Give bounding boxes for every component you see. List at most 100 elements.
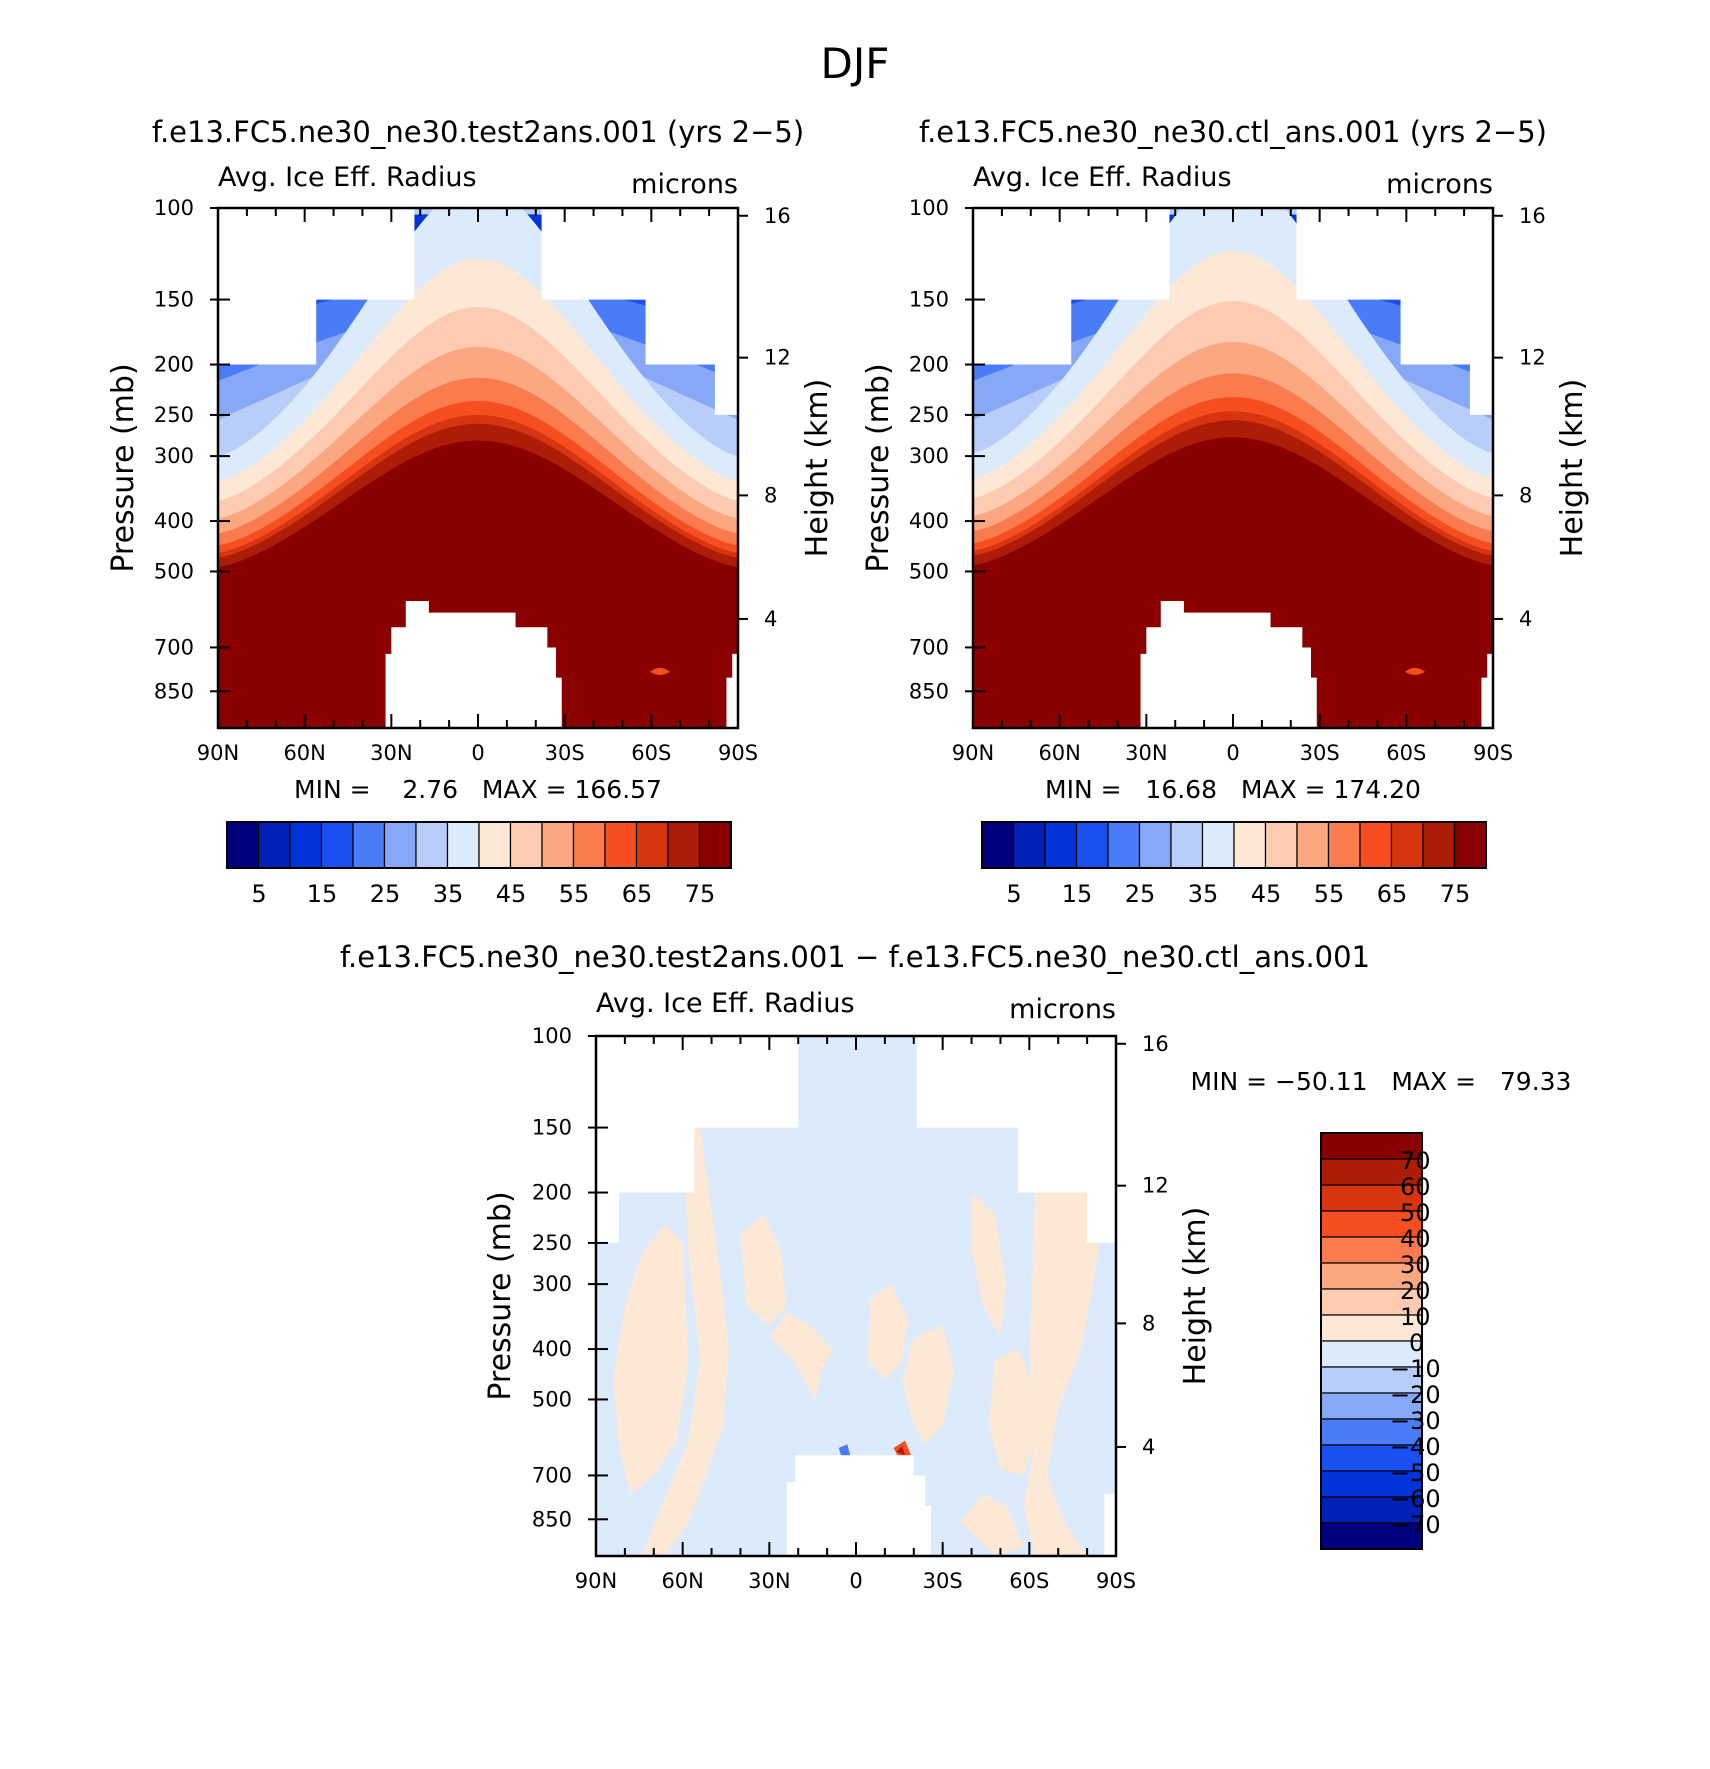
colorbar-swatch xyxy=(1453,821,1487,869)
y-tick-label: 200 xyxy=(909,353,949,377)
panel-test-southern-blob xyxy=(650,667,670,675)
panel-difference-cbar-label-4: 40 xyxy=(1400,1225,1431,1253)
panel-control-cbar-label-1: 5 xyxy=(1006,880,1021,908)
x-tick-label: 90N xyxy=(197,741,239,765)
y-tick-label: 250 xyxy=(909,403,949,427)
panel-difference-pos-patch-5 xyxy=(867,1284,908,1381)
panel-control-cbar-label-8: 75 xyxy=(1440,880,1471,908)
panel-test-missing-surface-mask xyxy=(385,601,738,728)
x-tick-label: 60N xyxy=(1038,741,1080,765)
colorbar-swatch xyxy=(1320,1288,1423,1316)
panel-test-ylabel: Pressure (mb) xyxy=(106,363,141,572)
x-tick-label: 30N xyxy=(1125,741,1167,765)
panel-control-cbar-label-6: 55 xyxy=(1314,880,1345,908)
y2-tick-label: 16 xyxy=(764,204,791,228)
panel-difference-cbar-label-13: −50 xyxy=(1390,1459,1441,1487)
panel-control-missing-surface-mask xyxy=(1140,601,1493,728)
panel-difference-ylabel: Pressure (mb) xyxy=(483,1191,518,1400)
panel-difference-cbar-label-8: 0 xyxy=(1409,1329,1424,1357)
panel-control-field xyxy=(973,208,1493,728)
colorbar-swatch xyxy=(289,821,323,869)
panel-test-ticks: 90N 60N 30N 0 30S 60S 90S 100 150 200 250 300 400 500… xyxy=(154,196,791,765)
colorbar-swatch xyxy=(1359,821,1393,869)
colorbar-swatch xyxy=(1320,1470,1423,1498)
panel-difference-pos-patch-3 xyxy=(740,1214,787,1326)
panel-control-cbar-label-2: 15 xyxy=(1062,880,1093,908)
colorbar-swatch xyxy=(1044,821,1078,869)
panel-test-cbar-label-1: 5 xyxy=(251,880,266,908)
y-tick-label: 500 xyxy=(532,1387,572,1411)
panel-control-y2label: Height (km) xyxy=(1555,379,1590,558)
colorbar-swatch xyxy=(1327,821,1361,869)
colorbar-swatch xyxy=(1320,1366,1423,1394)
figure-title: DJF xyxy=(821,39,890,88)
x-tick-label: 0 xyxy=(471,741,484,765)
panel-test-missing-top-mask xyxy=(218,208,738,415)
panel-difference-field xyxy=(596,1036,1116,1556)
colorbar-swatch xyxy=(1320,1236,1423,1264)
colorbar-swatch xyxy=(1296,821,1330,869)
colorbar-swatch xyxy=(1264,821,1298,869)
panel-difference-ticks: 90N 60N 30N 0 30S 60S 90S 100 150 200 250 300 400 500… xyxy=(532,1024,1169,1593)
panel-test: f.e13.FC5.ne30_ne30.test2ans.001 (yrs 2−… xyxy=(106,115,835,908)
panel-difference-pos-patch-10 xyxy=(960,1494,1024,1556)
colorbar-swatch xyxy=(226,821,260,869)
panel-difference-cbar-label-2: 60 xyxy=(1400,1173,1431,1201)
panel-difference-cbar-label-12: −40 xyxy=(1390,1433,1441,1461)
x-tick-label: 30N xyxy=(748,1569,790,1593)
x-tick-label: 30S xyxy=(923,1569,963,1593)
y2-tick-label: 12 xyxy=(1519,346,1546,370)
panel-difference-cbar-label-10: −20 xyxy=(1390,1381,1441,1409)
colorbar-swatch xyxy=(478,821,512,869)
y-tick-label: 150 xyxy=(532,1116,572,1140)
y-tick-label: 100 xyxy=(154,196,194,220)
panel-difference-cbar-label-5: 30 xyxy=(1400,1251,1431,1279)
panel-difference-hot-spot-2 xyxy=(896,1446,906,1456)
panel-difference-pos-patch-4 xyxy=(769,1312,833,1400)
colorbar-swatch xyxy=(446,821,480,869)
y2-tick-label: 16 xyxy=(1519,204,1546,228)
colorbar-swatch xyxy=(509,821,543,869)
panel-difference-pos-patch-2 xyxy=(642,1127,729,1556)
panel-control-units: microns xyxy=(1386,169,1493,200)
y-tick-label: 250 xyxy=(154,403,194,427)
panel-difference-stats: MIN = −50.11 MAX = 79.33 xyxy=(1191,1067,1572,1096)
panel-difference-cbar-label-3: 50 xyxy=(1400,1199,1431,1227)
panel-difference-pos-patch-8 xyxy=(988,1349,1041,1476)
panel-control: f.e13.FC5.ne30_ne30.ctl_ans.001 (yrs 2−5… xyxy=(861,115,1590,908)
x-tick-label: 90S xyxy=(1096,1569,1136,1593)
colorbar-swatch xyxy=(1170,821,1204,869)
x-tick-label: 30N xyxy=(370,741,412,765)
panel-difference-cbar-label-6: 20 xyxy=(1400,1277,1431,1305)
panel-test-colorbar xyxy=(226,821,732,869)
colorbar-swatch xyxy=(1201,821,1235,869)
panel-difference-y2label: Height (km) xyxy=(1178,1207,1213,1386)
y2-tick-label: 12 xyxy=(1142,1174,1169,1198)
colorbar-swatch xyxy=(1320,1392,1423,1420)
panel-difference-pos-patch-9 xyxy=(1023,1192,1099,1556)
panel-control-cbar-label-7: 65 xyxy=(1377,880,1408,908)
y-tick-label: 400 xyxy=(532,1337,572,1361)
x-tick-label: 60S xyxy=(1009,1569,1049,1593)
panel-test-band-14 xyxy=(218,440,738,728)
y-tick-label: 500 xyxy=(154,559,194,583)
panel-difference-cbar-label-14: −60 xyxy=(1390,1485,1441,1513)
colorbar-swatch xyxy=(1107,821,1141,869)
x-tick-label: 90S xyxy=(718,741,758,765)
panel-difference-missing-top-mask xyxy=(596,1036,1116,1243)
y-tick-label: 300 xyxy=(532,1272,572,1296)
panel-test-cbar-label-3: 25 xyxy=(370,880,401,908)
colorbar-swatch xyxy=(1320,1158,1423,1186)
y-tick-label: 250 xyxy=(532,1231,572,1255)
panel-test-variable: Avg. Ice Eff. Radius xyxy=(218,162,477,193)
panel-control-ylabel: Pressure (mb) xyxy=(861,363,896,572)
colorbar-swatch xyxy=(1390,821,1424,869)
colorbar-swatch xyxy=(1320,1314,1423,1342)
colorbar-swatch xyxy=(1012,821,1046,869)
panel-test-case-title: f.e13.FC5.ne30_ne30.test2ans.001 (yrs 2−… xyxy=(152,115,804,149)
panel-control-cbar-label-4: 35 xyxy=(1188,880,1219,908)
colorbar-swatch xyxy=(320,821,354,869)
panel-difference-cbar-label-11: −30 xyxy=(1390,1407,1441,1435)
y2-tick-label: 4 xyxy=(1519,607,1532,631)
